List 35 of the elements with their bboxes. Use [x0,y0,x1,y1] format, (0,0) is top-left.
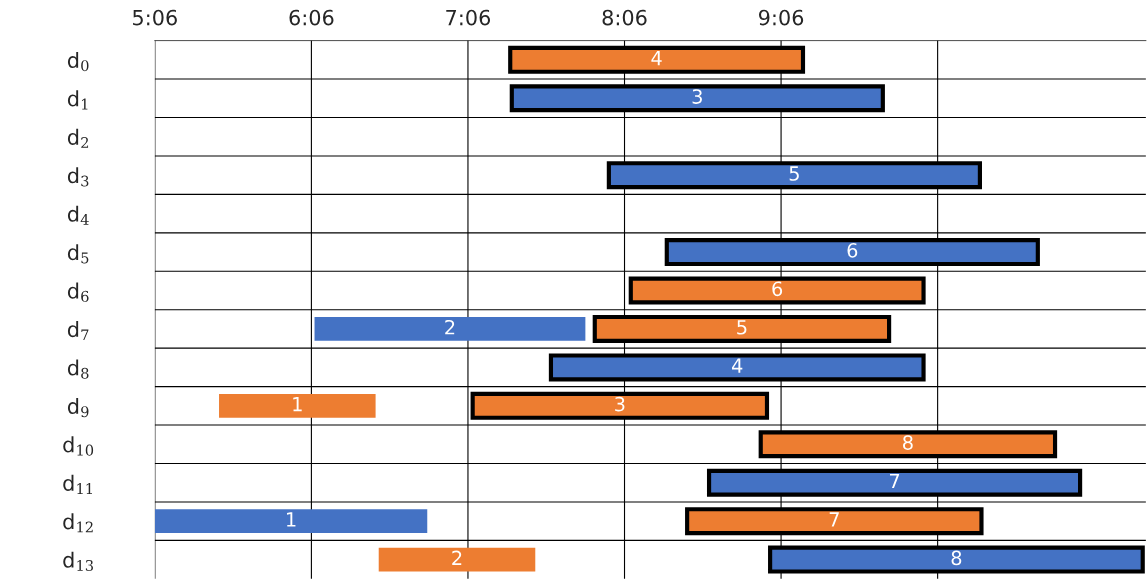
y-tick-label: d$_{2}$ [67,128,89,148]
x-tick-label: 9:06 [758,9,804,26]
y-tick-label: d$_{11}$ [63,474,92,494]
annotation: 3 [692,89,702,104]
x-tick-label: 5:06 [133,9,177,26]
annotation: 8 [951,550,962,566]
annotation: 2 [452,550,462,565]
annotation: 6 [772,281,783,297]
y-tick-label: d$_{9}$ [67,397,89,418]
y-tick-label: d$_{3}$ [67,167,89,187]
y-tick-label: d$_{8}$ [67,359,89,379]
annotation: 5 [789,166,799,181]
annotation: 4 [732,358,743,373]
annotation: 4 [651,51,662,66]
y-tick-label: d$_{0}$ [67,51,89,72]
y-tick-label: d$_{10}$ [63,436,94,456]
y-tick-label: d$_{4}$ [67,205,89,225]
y-tick-label: d$_{5}$ [67,244,89,264]
x-tick-label: 6:06 [289,9,334,26]
y-tick-label: d$_{7}$ [67,321,89,341]
annotation: 3 [615,396,625,412]
annotation: 6 [847,242,858,258]
annotation: 7 [889,473,900,489]
y-tick-label: d$_{12}$ [63,513,93,533]
annotation: 2 [445,319,455,335]
y-tick-label: d$_{6}$ [67,282,89,302]
annotation: 1 [287,512,296,527]
x-tick-label: 7:06 [446,9,491,26]
y-tick-label: d$_{13}$ [63,551,93,571]
annotation: 7 [829,512,839,527]
annotation: 8 [903,435,913,450]
annotation: 5 [737,320,747,335]
y-tick-label: d$_{1}$ [67,90,88,110]
x-tick-label: 8:06 [602,9,647,26]
annotation: 1 [293,397,302,412]
